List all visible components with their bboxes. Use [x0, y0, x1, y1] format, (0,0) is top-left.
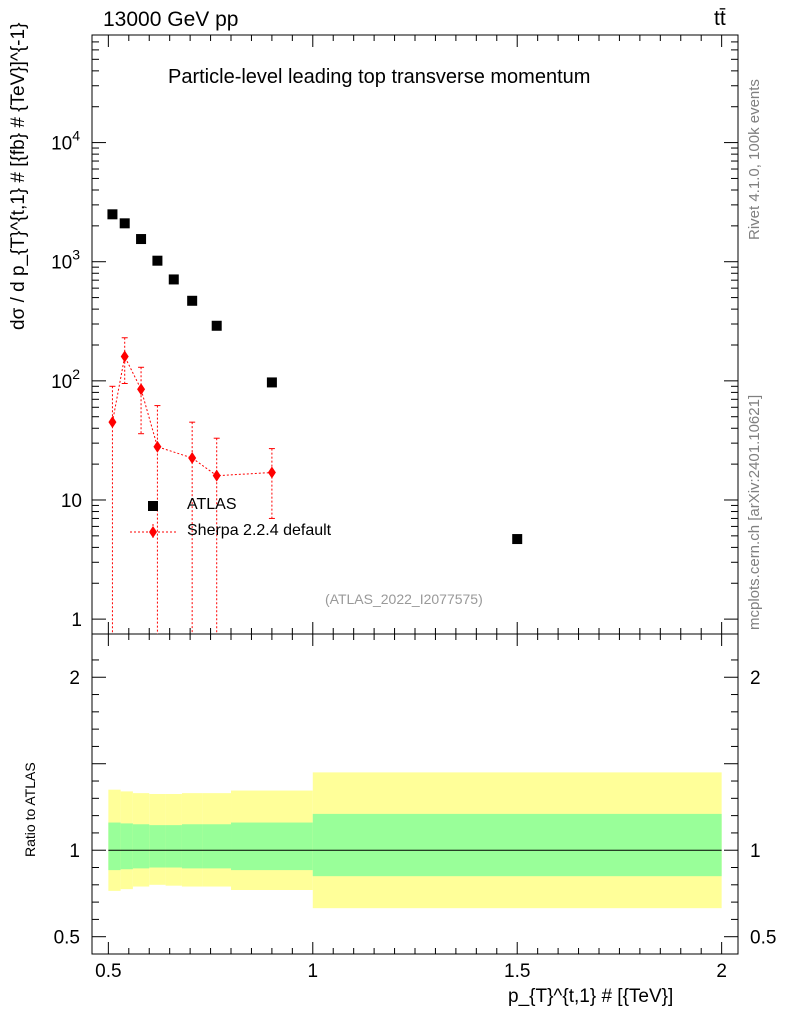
atlas-point — [136, 234, 147, 245]
x-tick-label: 0.5 — [95, 961, 121, 982]
x-tick-label: 2 — [716, 961, 727, 982]
atlas-point — [107, 209, 118, 220]
atlas-point — [168, 274, 179, 285]
ratio-inner-band-2 — [132, 824, 150, 869]
ratio-y-tick-label-right: 0.5 — [750, 928, 776, 949]
sherpa-point — [267, 466, 276, 479]
x-tick-label: 1 — [307, 961, 318, 982]
atlas-series — [107, 209, 523, 545]
process-label: tt̄ — [714, 7, 726, 30]
sherpa-point — [212, 469, 221, 482]
legend-label-atlas: ATLAS — [187, 496, 237, 513]
ratio-y-axis-label: Ratio to ATLAS — [22, 762, 38, 857]
y-tick-label: 10 — [61, 491, 82, 512]
ratio-inner-band-8 — [312, 813, 722, 877]
atlas-point — [512, 534, 523, 545]
legend-label-sherpa: Sherpa 2.2.4 default — [187, 522, 332, 539]
main-y-axis-label: dσ / d p_{T}^{t,1} # [{fb} # {TeV}]^{-1} — [8, 22, 29, 330]
ratio-inner-band-0 — [108, 822, 121, 871]
ratio-inner-band-7 — [231, 822, 313, 871]
ratio-inner-band-4 — [165, 825, 182, 868]
ratio-y-tick-label-right: 2 — [750, 668, 761, 689]
sherpa-point — [137, 383, 146, 396]
analysis-id: (ATLAS_2022_I2077575) — [325, 591, 483, 607]
y-tick-label: 104 — [51, 128, 80, 155]
main-plot-frame — [91, 34, 739, 635]
x-tick-label: 1.5 — [504, 961, 530, 982]
x-axis-label: p_{T}^{t,1} # [{TeV}] — [508, 986, 674, 1007]
ratio-inner-band-3 — [149, 825, 166, 868]
legend-marker-atlas — [148, 501, 158, 511]
sherpa-point — [108, 416, 117, 429]
y-tick-label: 103 — [51, 247, 80, 274]
y-tick-label: 102 — [51, 366, 80, 393]
ratio-y-tick-label-left: 0.5 — [54, 928, 80, 949]
energy-label: 13000 GeV pp — [103, 8, 239, 31]
plot-title: Particle-level leading top transverse mo… — [168, 66, 591, 88]
ratio-y-tick-label-left: 2 — [69, 668, 80, 689]
atlas-point — [187, 295, 198, 306]
sherpa-point — [120, 350, 129, 363]
atlas-point — [119, 218, 130, 229]
sherpa-point — [153, 440, 162, 453]
ratio-inner-band-6 — [202, 824, 232, 869]
ratio-y-tick-label-right: 1 — [750, 841, 761, 862]
atlas-point — [152, 255, 163, 266]
sherpa-point — [188, 452, 197, 465]
y-tick-label: 1 — [71, 610, 82, 631]
ratio-y-tick-label-left: 1 — [69, 841, 80, 862]
legend-marker-sherpa — [149, 526, 157, 538]
ratio-inner-band-5 — [181, 824, 203, 869]
rivet-version-label: Rivet 4.1.0, 100k events — [746, 79, 763, 240]
atlas-point — [266, 377, 277, 388]
sherpa-series — [108, 337, 276, 634]
ratio-uncertainty-bands — [108, 772, 722, 909]
legend — [130, 501, 176, 540]
tick-labels: 1 10 102 103 104 0.5 0.5 1 1 2 2 0.5 1 1.5 2 — [51, 128, 776, 982]
atlas-point — [211, 320, 222, 331]
mcplots-label: mcplots.cern.ch [arXiv:2401.10621] — [746, 394, 763, 630]
ratio-inner-band-1 — [120, 823, 133, 870]
axis-ticks — [92, 34, 738, 954]
